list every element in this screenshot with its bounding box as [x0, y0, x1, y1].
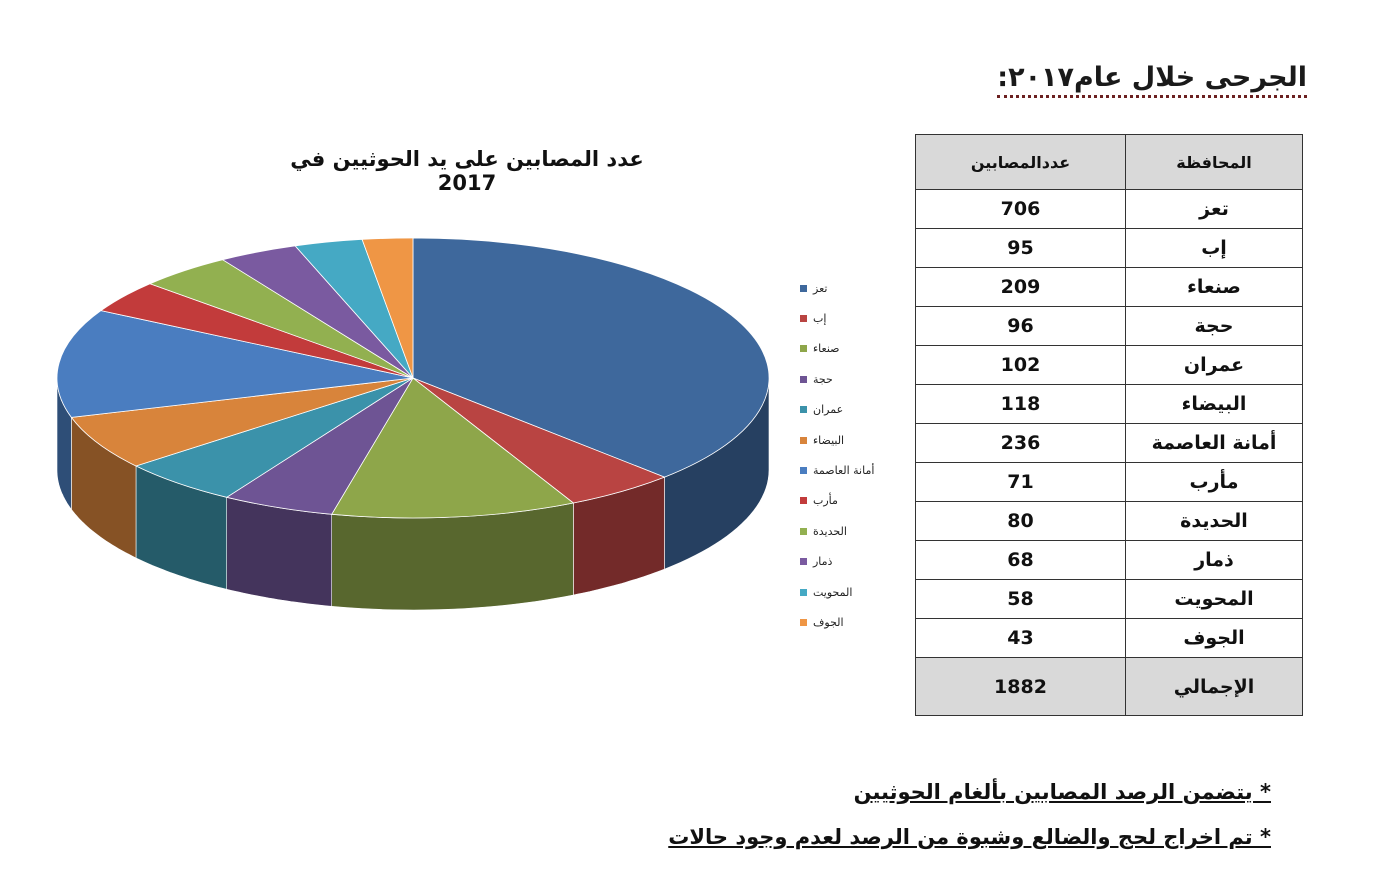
governorate-cell: أمانة العاصمة — [1125, 423, 1303, 463]
legend-item: حجة — [800, 364, 910, 394]
pie-chart — [56, 237, 770, 611]
table-row: ذمار 68 — [915, 540, 1303, 580]
legend-swatch — [800, 315, 807, 323]
count-cell: 706 — [915, 189, 1126, 229]
table-row: حجة 96 — [915, 306, 1303, 346]
governorate-cell: حجة — [1125, 306, 1303, 346]
table-row: المحويت 58 — [915, 579, 1303, 619]
count-cell: 102 — [915, 345, 1126, 385]
count-cell: 58 — [915, 579, 1126, 619]
total-value-cell: 1882 — [915, 657, 1126, 716]
legend-item: الحديدة — [800, 516, 910, 546]
table-row: عمران 102 — [915, 345, 1303, 385]
governorate-cell: الحديدة — [1125, 501, 1303, 541]
table-header-row: المحافظة عددالمصابين — [915, 134, 1303, 190]
count-cell: 95 — [915, 228, 1126, 268]
legend-swatch — [800, 588, 807, 596]
table-total-row: الإجمالي 1882 — [915, 657, 1303, 716]
chart-legend: تعز إب صنعاء حجة عمران البيضاء أمانة العاصمة مأ… — [800, 273, 910, 638]
legend-item: أمانة العاصمة — [800, 455, 910, 485]
legend-item: تعز — [800, 273, 910, 303]
legend-swatch — [800, 406, 807, 414]
legend-item: إب — [800, 303, 910, 333]
legend-label: إب — [813, 312, 827, 326]
legend-label: حجة — [813, 372, 833, 386]
legend-label: الحديدة — [813, 524, 847, 538]
footnote-landmines: * يتضمن الرصد المصابين بألغام الحوثيين — [853, 780, 1271, 804]
governorate-cell: تعز — [1125, 189, 1303, 229]
governorate-cell: مأرب — [1125, 462, 1303, 502]
count-cell: 118 — [915, 384, 1126, 424]
header-count: عددالمصابين — [915, 134, 1126, 190]
governorate-cell: عمران — [1125, 345, 1303, 385]
legend-item: صنعاء — [800, 334, 910, 364]
table-row: مأرب 71 — [915, 462, 1303, 502]
table-row: البيضاء 118 — [915, 384, 1303, 424]
legend-swatch — [800, 558, 807, 566]
footnote-excluded-governorates: * تم اخراج لحج والضالع وشبوة من الرصد لع… — [668, 825, 1271, 849]
table-row: الجوف 43 — [915, 618, 1303, 658]
chart-title: عدد المصابين على يد الحوثيين في 2017 — [290, 147, 644, 195]
count-cell: 236 — [915, 423, 1126, 463]
legend-item: ذمار — [800, 547, 910, 577]
count-cell: 71 — [915, 462, 1126, 502]
injuries-table: المحافظة عددالمصابين تعز 706 إب 95 صنعاء 20… — [915, 134, 1303, 716]
legend-swatch — [800, 375, 807, 383]
legend-item: المحويت — [800, 577, 910, 607]
governorate-cell: إب — [1125, 228, 1303, 268]
pie-sides — [56, 377, 770, 611]
pie-slice-side — [331, 502, 574, 611]
governorate-cell: ذمار — [1125, 540, 1303, 580]
pie-slice — [56, 310, 414, 418]
count-cell: 43 — [915, 618, 1126, 658]
legend-label: عمران — [813, 403, 844, 417]
legend-label: أمانة العاصمة — [813, 464, 875, 478]
table-row: إب 95 — [915, 228, 1303, 268]
governorate-cell: صنعاء — [1125, 267, 1303, 307]
count-cell: 68 — [915, 540, 1126, 580]
legend-swatch — [800, 497, 807, 505]
pie-slice — [70, 377, 414, 467]
legend-label: صنعاء — [813, 342, 840, 356]
table-row: الحديدة 80 — [915, 501, 1303, 541]
header-governorate: المحافظة — [1125, 134, 1303, 190]
governorate-cell: البيضاء — [1125, 384, 1303, 424]
pie-slice-side — [226, 496, 332, 607]
legend-swatch — [800, 618, 807, 626]
legend-label: ذمار — [813, 555, 833, 569]
legend-swatch — [800, 436, 807, 444]
legend-item: مأرب — [800, 486, 910, 516]
legend-label: تعز — [813, 281, 828, 295]
count-cell: 80 — [915, 501, 1126, 541]
legend-swatch — [800, 345, 807, 353]
page-heading: الجرحى خلال عام٢٠١٧: — [997, 62, 1307, 98]
legend-swatch — [800, 467, 807, 475]
count-cell: 96 — [915, 306, 1126, 346]
legend-label: المحويت — [813, 585, 853, 599]
governorate-cell: الجوف — [1125, 618, 1303, 658]
table-row: تعز 706 — [915, 189, 1303, 229]
legend-label: مأرب — [813, 494, 838, 508]
legend-item: البيضاء — [800, 425, 910, 455]
table-row: أمانة العاصمة 236 — [915, 423, 1303, 463]
table-row: صنعاء 209 — [915, 267, 1303, 307]
legend-swatch — [800, 527, 807, 535]
total-label-cell: الإجمالي — [1125, 657, 1303, 716]
governorate-cell: المحويت — [1125, 579, 1303, 619]
pie-top — [56, 237, 770, 519]
count-cell: 209 — [915, 267, 1126, 307]
legend-item: الجوف — [800, 607, 910, 637]
legend-item: عمران — [800, 395, 910, 425]
legend-label: البيضاء — [813, 433, 845, 447]
legend-label: الجوف — [813, 615, 844, 629]
pie-slice — [412, 237, 770, 478]
legend-swatch — [800, 284, 807, 292]
pie-slice — [361, 237, 414, 379]
